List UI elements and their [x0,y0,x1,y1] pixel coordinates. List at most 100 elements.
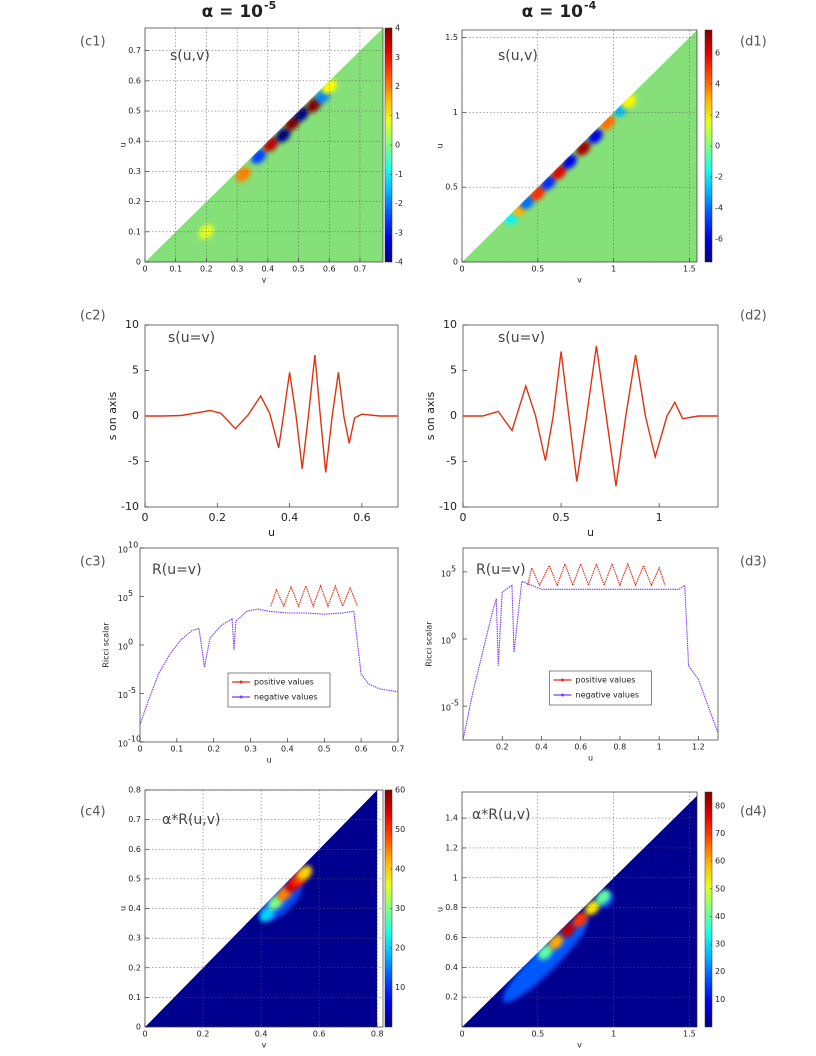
y-tick-label: 0.4 [445,963,458,972]
y-tick-label: 0.2 [128,963,141,972]
y-tick-label: 0.4 [128,904,141,913]
field-blob [275,127,291,143]
colorbar-tick-label: -1 [395,170,403,179]
legend-box [549,670,652,706]
x-axis-label: u [266,756,271,765]
panel-label: (c1) [80,35,106,50]
x-tick-label: 0.6 [574,743,587,752]
y-tick-label: 1 [453,873,458,882]
y-axis-label: u [119,906,128,911]
panel-label: (d2) [740,309,767,324]
field-blob [572,912,588,927]
y-axis-label: Ricci scalar [425,621,434,667]
colorbar-tick-label: 70 [715,829,725,838]
legend-label: negative values [254,693,318,702]
y-tick-label: -10 [121,500,139,513]
colorbar-tick-label: 10 [715,995,725,1004]
y-tick-label: 1 [453,108,458,117]
y-tick-exponent: -10 [128,735,141,744]
y-tick-label: 0.8 [128,786,141,795]
field-blob [560,922,576,938]
x-tick-label: 1 [611,265,616,274]
map-background [462,795,697,1027]
colorbar-tick-label: 60 [395,786,405,795]
y-tick-label: 0.6 [445,933,458,942]
y-tick-exponent: -5 [128,686,136,695]
y-tick-label: 0.6 [128,76,141,85]
x-tick-label: 0.5 [318,745,331,754]
x-tick-label: 0.4 [281,511,299,524]
field-blob [235,166,251,182]
x-tick-label: 0.2 [197,1030,210,1039]
legend-label: negative values [576,691,640,700]
y-tick-label: 0.3 [128,934,141,943]
y-tick-label: -5 [128,455,139,468]
y-axis-label: u [436,907,445,912]
x-tick-label: 0.3 [231,265,244,274]
x-tick-label: 1.2 [692,743,705,752]
y-tick-exponent: -5 [451,699,459,708]
y-tick-label: 0.8 [445,903,458,912]
x-tick-label: 0.4 [261,265,274,274]
colorbar-tick-label: 4 [395,24,400,33]
y-tick-exponent: 5 [451,564,456,573]
annotation: s(u,v) [170,48,210,64]
y-tick-exponent: 5 [128,589,133,598]
x-tick-label: 0.7 [354,265,367,274]
x-tick-label: 0 [459,1030,464,1039]
x-tick-label: 0.4 [255,1030,268,1039]
y-tick-label: 0.5 [445,183,458,192]
colorbar-tick-label: 30 [715,940,725,949]
legend-box [227,672,331,708]
x-tick-label: 0.7 [392,745,405,754]
colorbar-tick-label: -2 [395,199,403,208]
y-tick-label: 5 [450,364,457,377]
x-axis-label: v [262,276,267,285]
x-tick-label: 1 [611,1030,616,1039]
x-tick-label: 0.5 [531,1030,544,1039]
colorbar-tick-label: -4 [395,258,403,267]
y-tick-label: 0 [450,409,457,422]
panel-label: (d3) [740,555,767,570]
x-tick-label: 0.6 [323,265,336,274]
colorbar-tick-label: 80 [715,801,725,810]
y-tick-label: 0.2 [445,993,458,1002]
y-tick-label: 0.1 [128,993,141,1002]
colorbar-tick-label: 2 [715,111,720,120]
x-tick-label: 0.6 [355,745,368,754]
series-line [462,580,719,741]
series-line [527,562,666,587]
x-tick-label: 0.2 [209,511,227,524]
y-tick-label: 1.2 [445,843,458,852]
colorbar-tick-label: 30 [395,904,405,913]
y-tick-exponent: 10 [128,541,138,550]
y-tick-label: 10 [443,318,457,331]
x-tick-label: 1.5 [683,265,696,274]
y-tick-label: 10 [441,637,451,646]
panel-label: (d4) [740,805,767,820]
y-axis-label: u [436,143,445,148]
y-tick-label: 0.6 [128,845,141,854]
y-tick-label: 0 [136,1023,141,1032]
colorbar-tick-label: -4 [715,203,723,212]
colorbar-tick-label: 20 [395,944,405,953]
x-tick-label: 0.1 [170,745,183,754]
field-blob [502,917,589,1003]
colorbar-tick-label: 4 [715,80,720,89]
x-tick-label: 0 [137,745,142,754]
colorbar-tick-label: 6 [715,49,720,58]
colorbar-tick-label: 50 [715,884,725,893]
colorbar-tick-label: 10 [395,983,405,992]
y-tick-label: 10 [118,691,128,700]
y-tick-label: 10 [118,643,128,652]
panel-label: (c3) [80,555,106,570]
x-tick-label: 0 [142,1030,147,1039]
x-tick-label: 0.6 [353,511,371,524]
y-tick-label: 1.4 [445,814,458,823]
colorbar-tick-label: 40 [395,865,405,874]
x-tick-label: 0.2 [496,743,509,752]
y-axis-label: s on axis [106,392,119,441]
x-tick-label: 1 [656,511,663,524]
legend-marker [239,680,243,684]
